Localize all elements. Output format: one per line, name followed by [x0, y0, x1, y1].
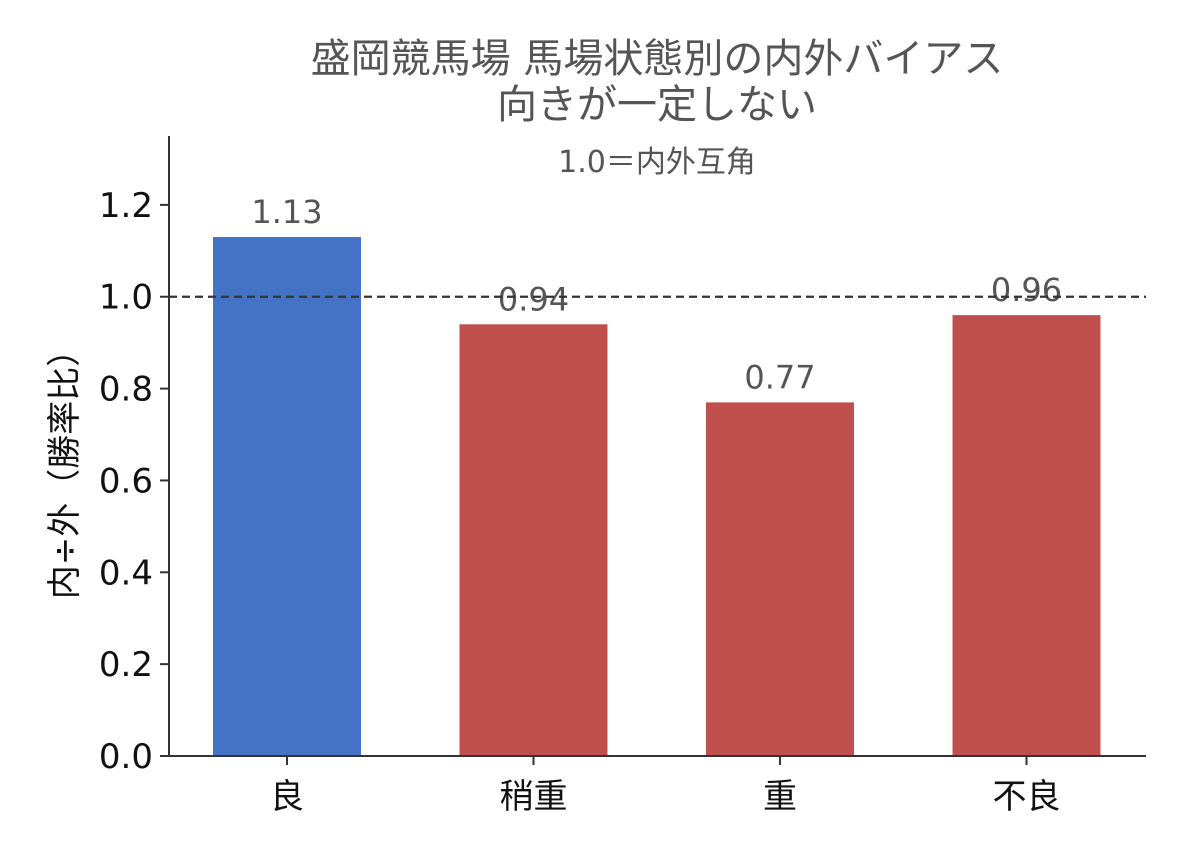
x-tick-label-1: 稍重	[500, 777, 568, 817]
value-label-0: 1.13	[251, 193, 322, 231]
y-tick-label-4: 0.8	[99, 370, 153, 410]
axes-layer	[168, 136, 1146, 757]
y-ticks-layer: 0.0 0.2 0.4 0.6 0.8 1.0 1.2	[99, 186, 169, 777]
value-label-1: 0.94	[498, 280, 569, 318]
bar-3	[952, 315, 1101, 756]
chart-title-line-2: 向きが一定しない	[497, 82, 817, 128]
y-tick-label-3: 0.6	[99, 461, 153, 501]
y-tick-label-1: 0.2	[99, 645, 153, 685]
value-label-2: 0.77	[744, 358, 815, 396]
chart-annotation: 1.0＝内外互角	[558, 145, 756, 180]
bars-layer	[213, 237, 1101, 756]
x-tick-label-0: 良	[270, 777, 304, 817]
x-tick-label-3: 不良	[993, 777, 1061, 817]
y-tick-label-0: 0.0	[99, 737, 153, 777]
value-labels-layer: 1.13 0.94 0.77 0.96	[251, 193, 1062, 396]
chart-title-line-1: 盛岡競馬場 馬場状態別の内外バイアス	[311, 36, 1004, 82]
bar-2	[706, 402, 854, 756]
bar-0	[213, 237, 361, 756]
y-tick-label-6: 1.2	[99, 186, 153, 226]
y-axis-label: 内÷外（勝率比）	[45, 333, 85, 600]
x-tick-label-2: 重	[763, 777, 797, 817]
y-tick-label-5: 1.0	[99, 278, 153, 318]
value-label-3: 0.96	[991, 271, 1062, 309]
bar-1	[459, 324, 608, 756]
y-tick-label-2: 0.4	[99, 553, 153, 593]
x-ticks-layer: 良 稍重 重 不良	[270, 756, 1061, 817]
